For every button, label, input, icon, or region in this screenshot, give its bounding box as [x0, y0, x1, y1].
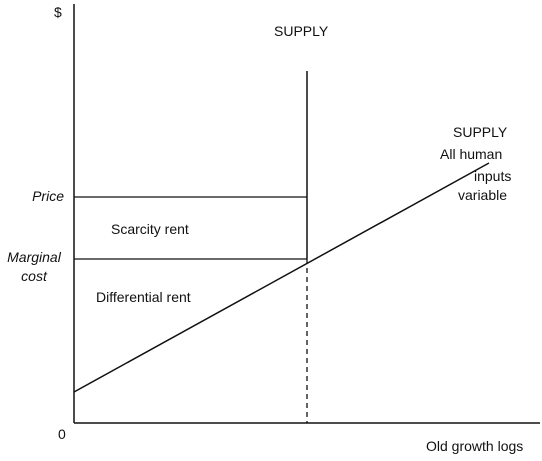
- variable-supply-line-2: inputs: [474, 168, 512, 184]
- x-axis-label: Old growth logs: [426, 438, 524, 454]
- differential-rent-label: Differential rent: [96, 289, 191, 305]
- variable-supply-line-3: variable: [458, 187, 508, 203]
- variable-supply-line-1: All human: [440, 146, 503, 162]
- variable-supply-title: SUPPLY: [453, 124, 508, 140]
- marginal-cost-label-line-2: cost: [21, 268, 47, 284]
- scarcity-rent-label: Scarcity rent: [111, 221, 189, 237]
- y-axis-unit-label: $: [54, 4, 62, 20]
- origin-label: 0: [58, 426, 66, 442]
- marginal-cost-label-line-1: Marginal: [7, 249, 61, 265]
- price-label: Price: [32, 188, 64, 204]
- variable-supply-line: [73, 162, 490, 393]
- vertical-supply-label: SUPPLY: [274, 23, 329, 39]
